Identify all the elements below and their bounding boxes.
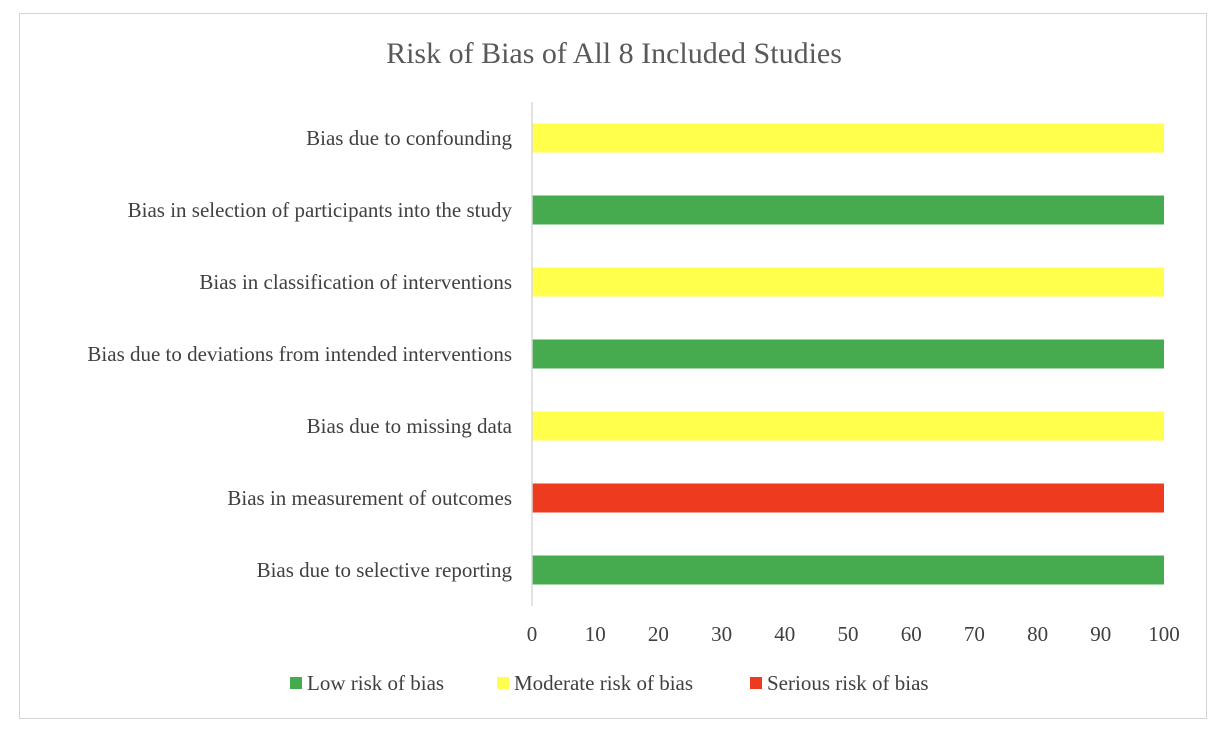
bar-4 xyxy=(532,339,1164,369)
bar-5 xyxy=(532,411,1164,441)
bar-1 xyxy=(532,123,1164,153)
x-tick-label-30: 30 xyxy=(711,622,732,646)
bar-3 xyxy=(532,267,1164,297)
category-label-7: Bias due to selective reporting xyxy=(257,558,513,582)
bar-2 xyxy=(532,195,1164,225)
legend: Low risk of bias Moderate risk of bias Ser… xyxy=(290,671,929,695)
x-tick-label-40: 40 xyxy=(774,622,795,646)
x-tick-label-70: 70 xyxy=(964,622,985,646)
x-tick-label-80: 80 xyxy=(1027,622,1048,646)
x-tick-label-0: 0 xyxy=(527,622,538,646)
bar-7 xyxy=(532,555,1164,585)
category-label-2: Bias in selection of participants into t… xyxy=(128,198,513,222)
x-tick-label-10: 10 xyxy=(585,622,606,646)
legend-swatch-moderate xyxy=(497,677,509,689)
bar-6 xyxy=(532,483,1164,513)
chart-title: Risk of Bias of All 8 Included Studies xyxy=(386,37,842,70)
category-label-4: Bias due to deviations from intended int… xyxy=(87,342,512,366)
legend-swatch-serious xyxy=(750,677,762,689)
bars-layer xyxy=(532,123,1164,585)
legend-label-moderate: Moderate risk of bias xyxy=(514,671,693,695)
x-tick-label-100: 100 xyxy=(1148,622,1180,646)
category-label-5: Bias due to missing data xyxy=(307,414,513,438)
x-axis-ticks: 0 10 20 30 40 50 60 70 80 90 100 xyxy=(527,622,1180,646)
category-labels: Bias due to confounding Bias in selection… xyxy=(87,126,512,582)
category-label-1: Bias due to confounding xyxy=(306,126,512,150)
legend-label-low: Low risk of bias xyxy=(307,671,444,695)
legend-label-serious: Serious risk of bias xyxy=(767,671,929,695)
x-tick-label-60: 60 xyxy=(901,622,922,646)
x-tick-label-50: 50 xyxy=(838,622,859,646)
category-label-6: Bias in measurement of outcomes xyxy=(227,486,512,510)
x-tick-label-90: 90 xyxy=(1090,622,1111,646)
x-tick-label-20: 20 xyxy=(648,622,669,646)
category-label-3: Bias in classification of interventions xyxy=(199,270,512,294)
legend-swatch-low xyxy=(290,677,302,689)
